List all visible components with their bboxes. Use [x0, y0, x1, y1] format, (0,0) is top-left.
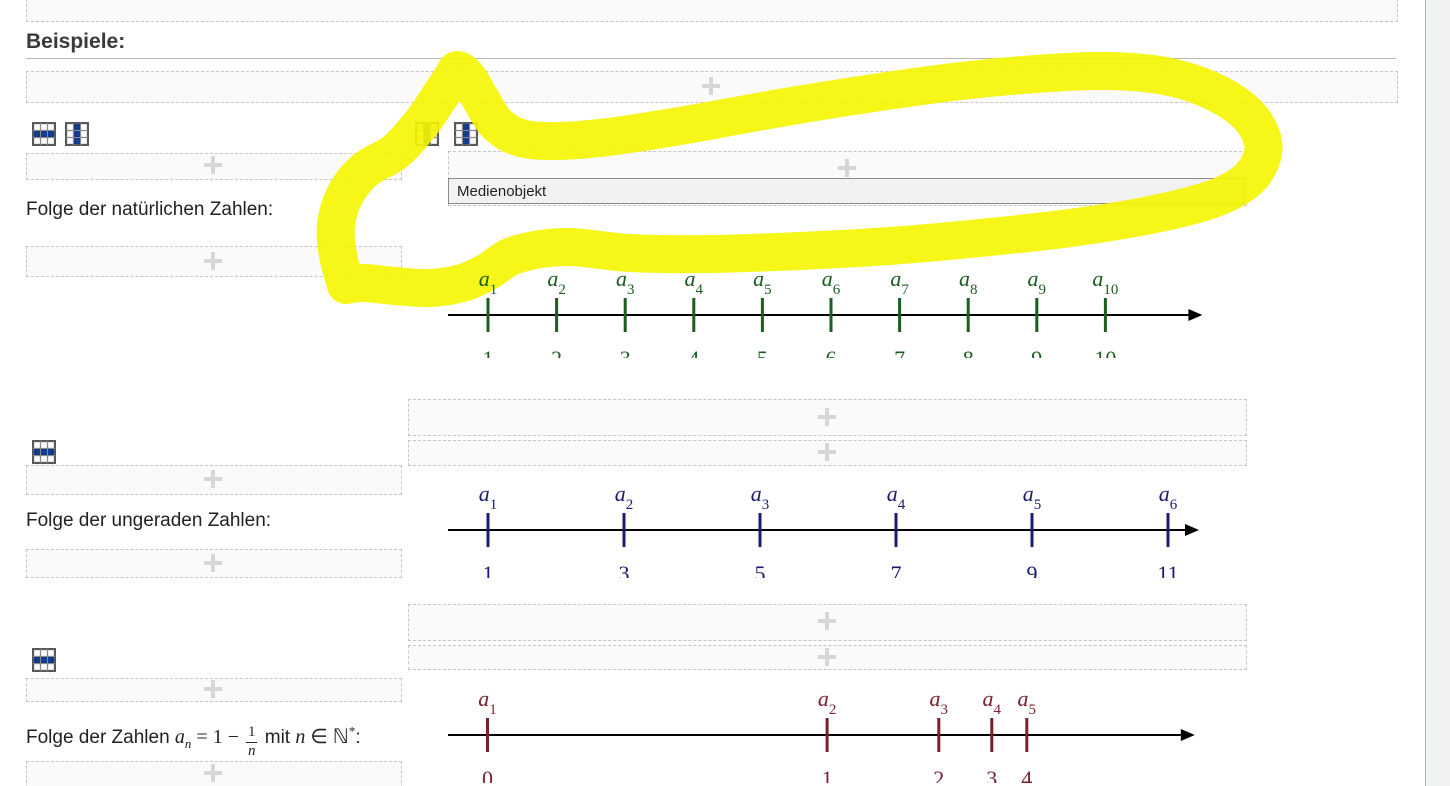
svg-text:a5: a5	[1023, 481, 1042, 513]
svg-text:7: 7	[894, 346, 905, 358]
svg-text:a5: a5	[1018, 686, 1037, 718]
svg-text:a4: a4	[887, 481, 906, 513]
svg-text:a2: a2	[818, 686, 837, 718]
svg-text:a4: a4	[983, 686, 1002, 718]
svg-text:a1: a1	[479, 266, 498, 298]
svg-text:3: 3	[620, 346, 631, 358]
svg-text:2: 2	[933, 766, 944, 783]
svg-text:2: 2	[551, 346, 562, 358]
svg-text:9: 9	[1027, 561, 1038, 578]
svg-text:a1: a1	[478, 686, 497, 718]
svg-text:7: 7	[891, 561, 902, 578]
svg-text:4: 4	[1021, 766, 1032, 783]
svg-text:a7: a7	[890, 266, 909, 298]
svg-text:5: 5	[757, 346, 768, 358]
svg-text:a6: a6	[1159, 481, 1178, 513]
svg-text:5: 5	[755, 561, 766, 578]
svg-text:a3: a3	[616, 266, 635, 298]
svg-text:a1: a1	[479, 481, 498, 513]
svg-text:a6: a6	[822, 266, 841, 298]
svg-text:1: 1	[483, 561, 494, 578]
svg-text:8: 8	[963, 346, 974, 358]
svg-text:a4: a4	[685, 266, 704, 298]
svg-text:a5: a5	[753, 266, 772, 298]
svg-text:9: 9	[1031, 346, 1042, 358]
svg-text:a10: a10	[1092, 266, 1118, 298]
svg-text:4: 4	[688, 346, 699, 358]
svg-text:a3: a3	[930, 686, 949, 718]
svg-text:1: 1	[822, 766, 833, 783]
svg-text:a2: a2	[615, 481, 634, 513]
svg-text:a3: a3	[751, 481, 770, 513]
svg-text:1: 1	[483, 346, 494, 358]
svg-text:6: 6	[826, 346, 837, 358]
svg-text:a2: a2	[547, 266, 566, 298]
svg-text:a8: a8	[959, 266, 978, 298]
svg-text:3: 3	[986, 766, 997, 783]
svg-text:3: 3	[619, 561, 630, 578]
svg-text:11: 11	[1157, 561, 1178, 578]
svg-text:0: 0	[482, 766, 493, 783]
svg-text:a9: a9	[1028, 266, 1047, 298]
svg-text:10: 10	[1094, 346, 1116, 358]
